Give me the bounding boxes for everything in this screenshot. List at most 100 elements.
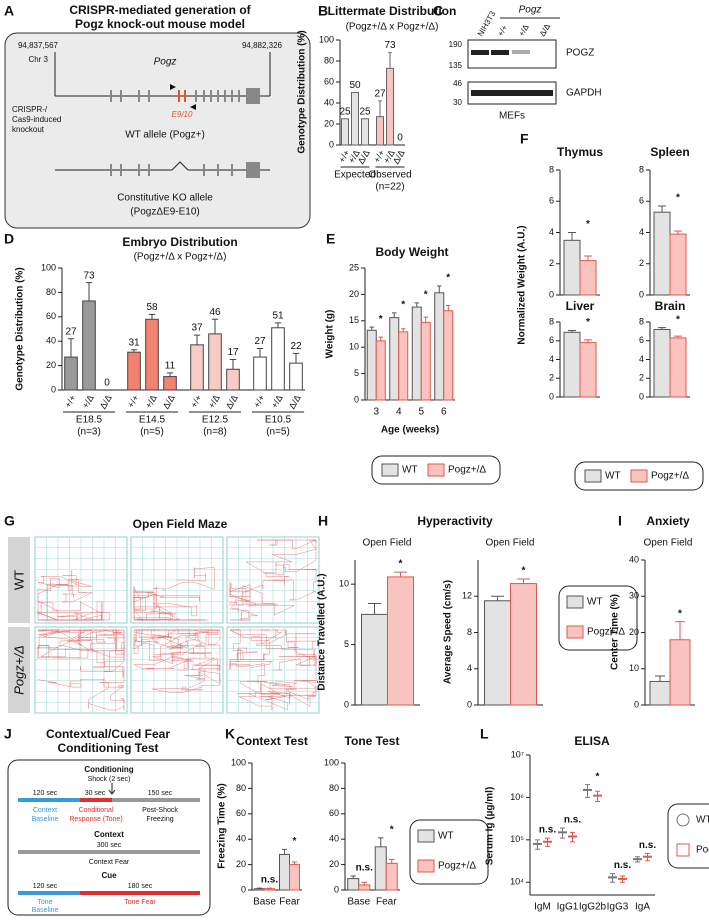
bar [163,376,177,391]
error-bar [193,334,201,345]
bar [289,362,303,391]
marker: 190 [449,40,463,49]
y-tick-label: 40 [629,554,639,564]
bar [411,306,422,401]
bar [361,613,388,706]
y-axis-label: Average Speed (cm/s) [443,580,454,684]
chart-subtitle: Open Field [486,538,535,549]
data-label: 73 [83,270,95,281]
y-tick-label: 80 [324,55,334,65]
error-bar [645,852,650,862]
arrow [108,783,116,795]
bar [271,327,285,391]
panel-letter: D [4,231,14,247]
y-tick-label: 4 [467,663,472,673]
chart-title: Body Weight [375,245,448,259]
data-label: 50 [349,80,361,91]
y-tick-label: 20 [324,118,334,128]
panel-letter: L [480,726,489,742]
data-label: 46 [209,307,221,318]
annotation: n.s. [614,860,631,871]
bar [366,329,377,401]
bar [82,300,96,391]
panel-letter: G [4,513,15,529]
bar [649,680,671,706]
x-tick-label: +/Δ [206,393,222,410]
y-tick-label: 25 [349,262,359,272]
allele-label: Constitutive KO allele [117,193,213,204]
error-bar [584,339,592,343]
x-tick-label: +/Δ [80,393,96,410]
chromosome: Chr 3 [28,55,48,64]
group-note: (n=5) [266,427,290,438]
error-bar [584,255,592,261]
panel-title: CRISPR-mediated generation of [69,3,251,17]
error-bar [560,827,565,839]
bar [190,344,204,391]
y-tick-label: 0 [241,884,246,894]
x-tick-label: 6 [441,407,447,418]
protein: GAPDH [566,88,602,99]
legend-swatch [566,595,584,609]
y-tick-label: 10 [629,663,639,673]
y-tick-label: 10 [339,579,349,589]
group-note: (n=22) [375,182,404,193]
x-tick-label: +/Δ [269,393,285,410]
protein: POGZ [566,48,594,59]
y-tick-label: 0 [467,699,472,709]
error-bar [369,326,374,331]
y-tick-label: 20 [349,289,359,299]
chart-title: Brain [655,299,686,313]
error-bar [674,230,682,235]
legend-swatch [630,469,648,483]
y-tick-label: 0 [639,289,644,299]
y-tick-label: 40 [236,834,246,844]
data-label: 0 [104,378,110,389]
duration: 150 sec [148,790,173,797]
row-label: WT [11,570,26,590]
gene-name: Pogz [519,5,542,16]
y-axis-label: Genotype Distribution (%) [297,30,308,153]
group-label: E12.5 [202,415,229,426]
phase-title: Conditioning [84,765,133,774]
x-tick-label: 4 [396,407,402,418]
allele-label: WT allele (Pogz+) [125,130,205,141]
x-tick-label: Δ/Δ [356,148,372,166]
chart-title: Hyperactivity [417,514,493,528]
lane-label: +/Δ [517,22,531,38]
chart-title: Liver [566,299,595,313]
y-tick-label: 80 [236,783,246,793]
y-tick-label: 100 [324,757,339,767]
y-axis-label: Distance Travelled (A.U.) [317,573,328,690]
error-bar [595,790,600,803]
y-tick-label: 100 [319,34,334,44]
chart-subtitle: (Pogz+/Δ x Pogz+/Δ) [346,22,439,33]
bar [653,211,671,296]
bar [254,888,265,891]
y-tick-label: 8 [639,164,644,174]
coordinate: 94,837,567 [18,41,59,50]
y-axis-label: Genotype Distribution (%) [15,267,26,390]
legend-label: Pogz+/Δ [438,861,476,872]
chart-title: Embryo Distribution [122,235,237,249]
chart-title: Spleen [650,145,689,159]
y-tick-label: 0 [354,394,359,404]
legend: WT Pogz+/Δ [371,455,501,485]
y-tick-label: 2 [549,373,554,383]
y-tick-label: 30 [629,591,639,601]
legend-label: Pogz+/Δ [587,627,625,638]
y-tick-label: 5 [354,368,359,378]
y-tick-label: 80 [46,287,56,297]
y-tick-label: 2 [639,373,644,383]
timeline [112,798,200,802]
bar [653,329,671,398]
annotation: n.s. [564,815,581,826]
bar [669,337,687,398]
timeline [18,798,80,802]
bar [375,340,386,401]
annotation: * [390,825,394,836]
timeline [80,891,200,895]
group-label: E18.5 [76,415,103,426]
x-tick-label: 3 [373,407,379,418]
marker: 46 [453,79,462,88]
